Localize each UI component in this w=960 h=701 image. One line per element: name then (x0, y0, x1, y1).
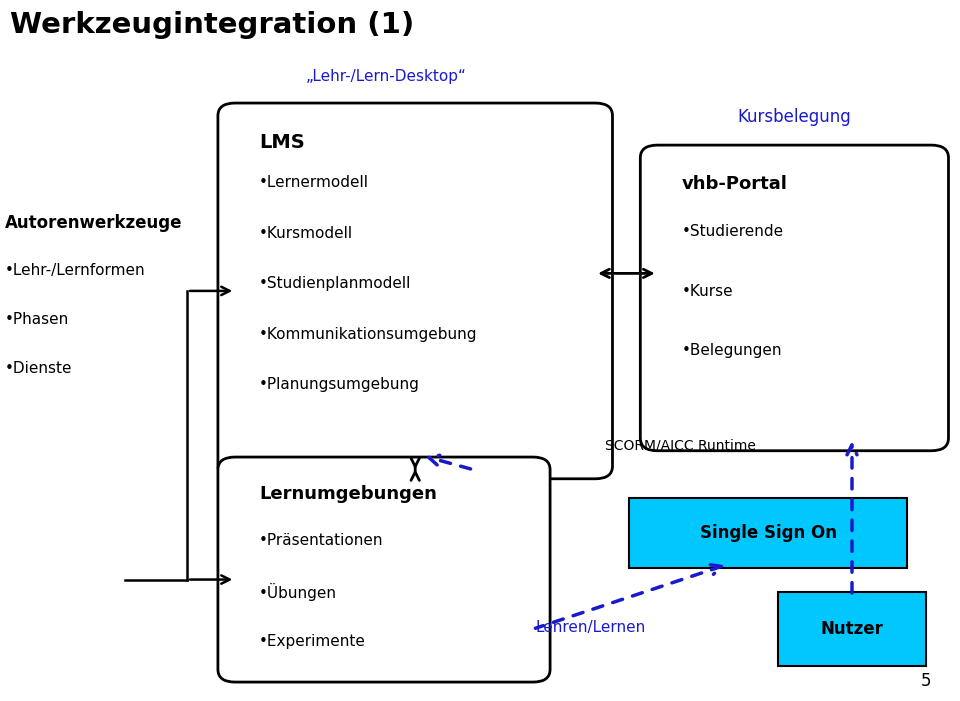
Text: •Experimente: •Experimente (259, 634, 366, 648)
Text: 5: 5 (921, 672, 931, 690)
Text: Autorenwerkzeuge: Autorenwerkzeuge (5, 214, 182, 232)
Text: vhb-Portal: vhb-Portal (682, 175, 787, 193)
Text: •Lernermodell: •Lernermodell (259, 175, 370, 190)
Text: •Kurse: •Kurse (682, 284, 733, 299)
Text: •Präsentationen: •Präsentationen (259, 533, 384, 547)
FancyBboxPatch shape (778, 592, 926, 666)
Text: •Kursmodell: •Kursmodell (259, 226, 353, 240)
Text: Nutzer: Nutzer (821, 620, 883, 638)
Text: •Studierende: •Studierende (682, 224, 783, 239)
Text: Kursbelegung: Kursbelegung (737, 108, 852, 126)
Text: •Studienplanmodell: •Studienplanmodell (259, 276, 412, 291)
Text: Werkzeugintegration (1): Werkzeugintegration (1) (10, 11, 414, 39)
FancyBboxPatch shape (629, 498, 907, 568)
FancyBboxPatch shape (218, 457, 550, 682)
Text: •Planungsumgebung: •Planungsumgebung (259, 377, 420, 392)
Text: •Belegungen: •Belegungen (682, 343, 782, 358)
FancyBboxPatch shape (640, 145, 948, 451)
Text: •Übungen: •Übungen (259, 583, 337, 601)
Text: Lernumgebungen: Lernumgebungen (259, 485, 437, 503)
Text: LMS: LMS (259, 133, 305, 152)
FancyBboxPatch shape (218, 103, 612, 479)
Text: „Lehr-/Lern-Desktop“: „Lehr-/Lern-Desktop“ (306, 69, 467, 84)
Text: •Lehr-/Lernformen: •Lehr-/Lernformen (5, 263, 145, 278)
Text: •Kommunikationsumgebung: •Kommunikationsumgebung (259, 327, 478, 341)
Text: •Phasen: •Phasen (5, 312, 69, 327)
Text: SCORM/AICC Runtime: SCORM/AICC Runtime (605, 438, 756, 452)
Text: Single Sign On: Single Sign On (700, 524, 836, 542)
Text: Lehren/Lernen: Lehren/Lernen (536, 620, 645, 635)
Text: •Dienste: •Dienste (5, 361, 72, 376)
